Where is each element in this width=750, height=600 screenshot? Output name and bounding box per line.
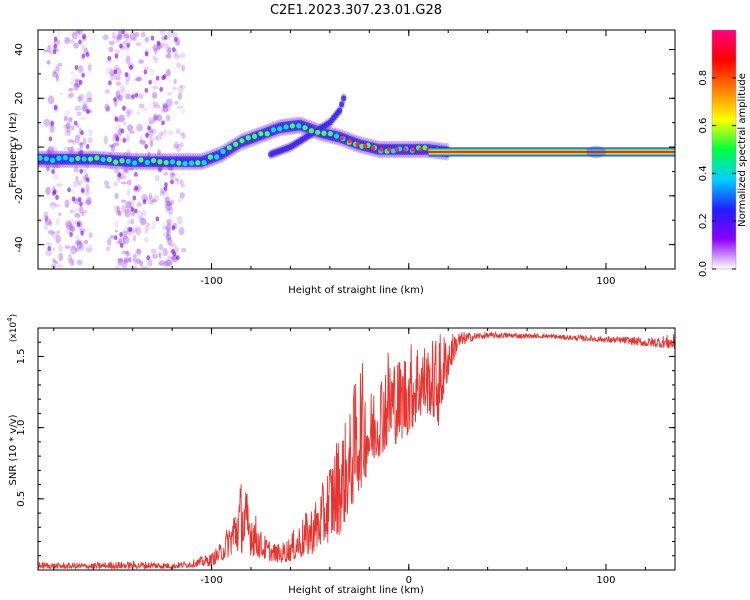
snr-multiplier: (x104) [6, 314, 19, 342]
spectrogram-ytick-label: 20 [14, 92, 25, 105]
colorbar-bar [711, 29, 737, 270]
snr-ytick-label: 1.0 [16, 420, 27, 436]
snr-frame [37, 327, 676, 571]
colorbar: 0.0 0.2 0.4 0.6 0.8 Normalized spectral ampl… [698, 29, 748, 277]
colorbar-ticks: 0.0 0.2 0.4 0.6 0.8 [698, 70, 736, 277]
snr-line [38, 330, 675, 570]
snr-ticks: -100 0 100 0.5 1.0 1.5 [16, 328, 675, 586]
spectrogram-ytick-label: 0 [14, 144, 25, 150]
colorbar-tick-label: 0.6 [698, 118, 709, 134]
spectrogram-x-label: Height of straight line (km) [288, 285, 424, 296]
colorbar-tick-label: 0.0 [698, 261, 709, 277]
snr-xtick-label: 100 [596, 575, 615, 586]
colorbar-tick-label: 0.2 [698, 213, 709, 229]
chart-title: C2E1.2023.307.23.01.G28 [270, 3, 442, 18]
snr-y-label: SNR (10 * v/v) [8, 414, 19, 485]
snr-xtick-label: 0 [406, 575, 412, 586]
spectrogram-panel: -100 100 -40 -20 0 20 40 Height of straight li… [8, 29, 676, 296]
colorbar-tick-label: 0.4 [698, 165, 709, 181]
spectrogram-ticks: -100 100 -40 -20 0 20 40 [14, 30, 675, 287]
snr-plot-area [38, 330, 675, 570]
snr-panel: -100 0 100 0.5 1.0 1.5 Height of straight lin… [6, 314, 676, 596]
colorbar-tick-label: 0.8 [698, 70, 709, 86]
spectrogram-ridge [38, 123, 675, 167]
spectrogram-y-label: Frequency (Hz) [8, 112, 19, 188]
spectrogram-ytick-label: 40 [14, 43, 25, 56]
spectrogram-plot-area [38, 30, 675, 269]
snr-x-label: Height of straight line (km) [288, 585, 424, 596]
snr-ytick-label: 0.5 [16, 491, 27, 507]
spectrogram-xtick-label: 100 [596, 276, 615, 287]
spectrogram-ytick-label: -20 [14, 188, 25, 204]
spectrogram-xtick-label: -100 [200, 276, 223, 287]
snr-ytick-label: 1.5 [16, 349, 27, 365]
colorbar-label: Normalized spectral amplitude [737, 73, 748, 227]
snr-xtick-label: -100 [200, 575, 223, 586]
spectrogram-frame [37, 29, 676, 270]
spectrogram-ytick-label: -40 [14, 236, 25, 252]
